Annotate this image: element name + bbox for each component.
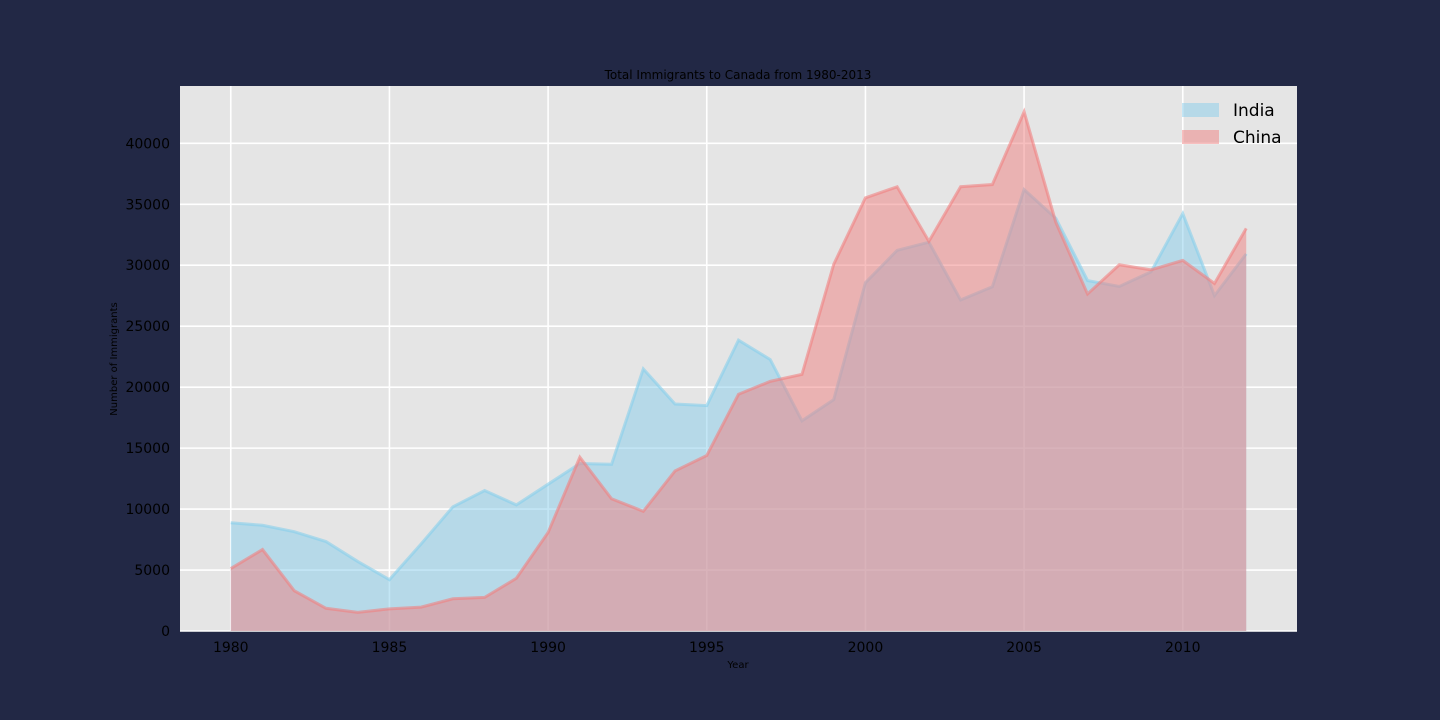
y-tick-label: 10000	[125, 502, 170, 518]
y-tick-label: 15000	[125, 441, 170, 457]
series-area-china	[230, 111, 1247, 632]
y-tick-label: 35000	[125, 197, 170, 213]
x-tick-label: 1990	[530, 640, 566, 656]
x-tick-label: 2005	[1006, 640, 1042, 656]
x-axis-title: Year	[726, 660, 749, 671]
x-tick-label: 1995	[689, 640, 725, 656]
y-tick-label: 5000	[134, 563, 170, 579]
x-tick-label: 1980	[213, 640, 249, 656]
y-tick-label: 25000	[125, 319, 170, 335]
x-tick-label: 2010	[1165, 640, 1201, 656]
series-areas	[229, 107, 1248, 632]
series-line-china	[229, 107, 1248, 614]
legend: India China	[1182, 101, 1282, 148]
chart-title: Total Immigrants to Canada from 1980-201…	[604, 68, 872, 82]
y-tick-labels: 0 5000 10000 15000 20000 25000 30000 35000 40000	[125, 136, 170, 640]
x-tick-labels: 1980 1985 1990 1995 2000 2005 2010	[213, 640, 1201, 656]
y-tick-label: 40000	[125, 136, 170, 152]
legend-label-india: India	[1233, 101, 1275, 121]
legend-swatch-india	[1182, 103, 1219, 117]
y-tick-label: 30000	[125, 258, 170, 274]
x-tick-label: 2000	[848, 640, 884, 656]
legend-swatch-china	[1182, 130, 1219, 144]
x-tick-label: 1985	[372, 640, 408, 656]
y-tick-label: 0	[161, 624, 170, 640]
y-tick-label: 20000	[125, 380, 170, 396]
y-axis-title: Number of Immigrants	[109, 302, 120, 415]
legend-label-china: China	[1233, 128, 1282, 148]
series-line-india	[230, 186, 1248, 582]
